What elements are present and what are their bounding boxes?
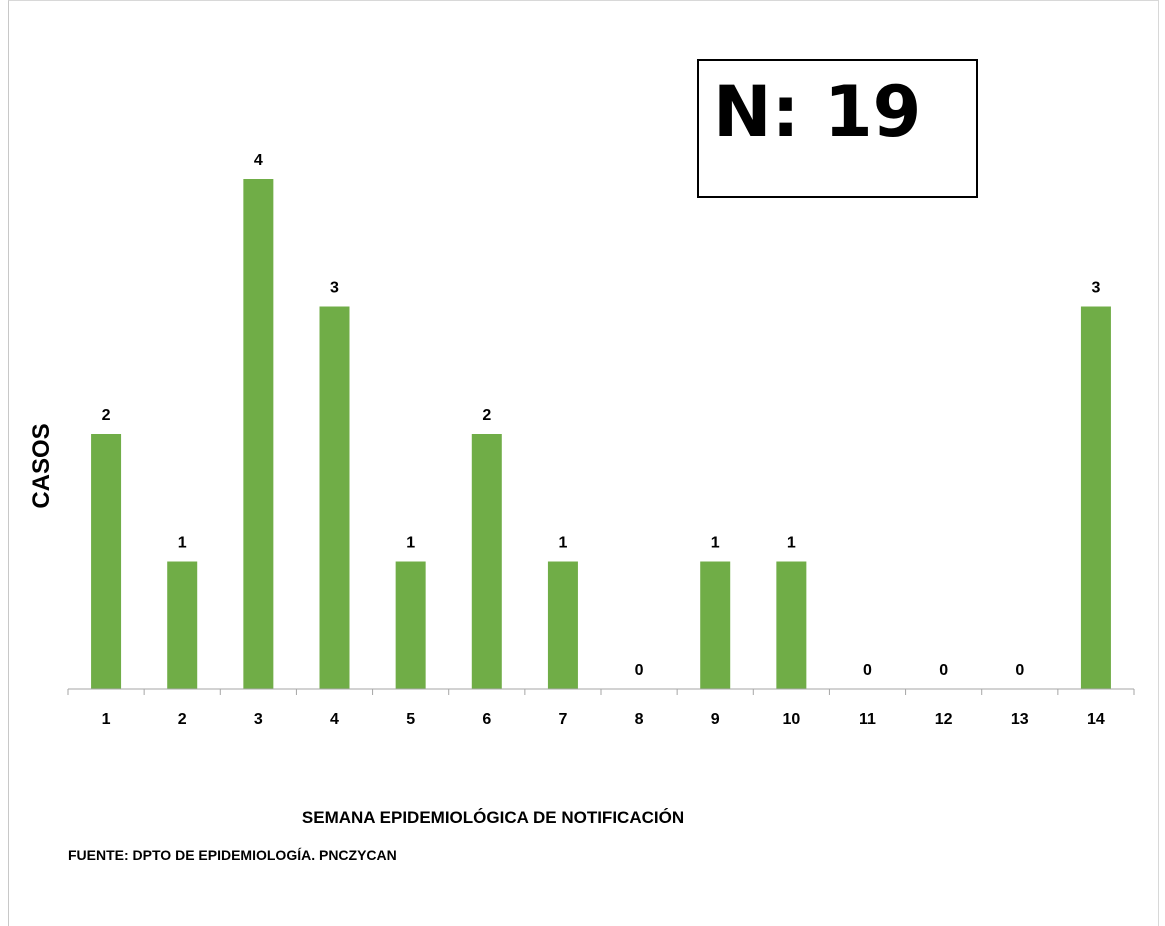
data-label-week-7: 1: [558, 535, 567, 552]
x-tick-label-8: 8: [635, 711, 644, 728]
bar-week-2: [167, 561, 198, 689]
bar-week-10: [776, 561, 807, 689]
x-tick-label-9: 9: [711, 711, 720, 728]
bar-week-3: [243, 179, 274, 689]
data-label-week-14: 3: [1091, 280, 1100, 297]
bar-week-5: [395, 561, 426, 689]
source-note: FUENTE: DPTO DE EPIDEMIOLOGÍA. PNCZYCAN: [68, 847, 397, 863]
data-label-week-1: 2: [102, 407, 111, 424]
total-cases-box: N: 19: [697, 59, 978, 198]
data-label-week-6: 2: [482, 407, 491, 424]
x-tick-label-12: 12: [935, 711, 953, 728]
x-tick-label-5: 5: [406, 711, 415, 728]
chart-frame: [8, 0, 1159, 926]
data-label-week-10: 1: [787, 535, 796, 552]
data-label-week-8: 0: [635, 662, 644, 679]
x-tick-label-13: 13: [1011, 711, 1029, 728]
x-tick-label-6: 6: [482, 711, 491, 728]
data-label-week-12: 0: [939, 662, 948, 679]
data-label-week-9: 1: [711, 535, 720, 552]
x-tick-label-7: 7: [558, 711, 567, 728]
bar-week-6: [471, 434, 502, 689]
x-tick-labels: 1 2 3 4 5 6 7 8 9 10 11 12 13 14: [102, 711, 1105, 728]
data-labels-group: 2 1 4 3 1 2 1 0 1 1 0 0 0 3: [102, 152, 1101, 679]
bar-week-4: [319, 306, 350, 689]
data-label-week-3: 4: [254, 152, 263, 169]
y-axis-title: CASOS: [28, 423, 55, 509]
bar-week-9: [700, 561, 731, 689]
x-tick-label-2: 2: [178, 711, 187, 728]
data-label-week-2: 1: [178, 535, 187, 552]
data-label-week-11: 0: [863, 662, 872, 679]
x-tick-label-3: 3: [254, 711, 263, 728]
data-label-week-4: 3: [330, 280, 339, 297]
data-label-week-13: 0: [1015, 662, 1024, 679]
x-tick-label-11: 11: [859, 711, 876, 728]
x-tick-label-14: 14: [1087, 711, 1105, 728]
x-tick-label-1: 1: [102, 711, 111, 728]
data-label-week-5: 1: [406, 535, 415, 552]
bar-week-14: [1080, 306, 1111, 689]
total-cases-text: N: 19: [713, 71, 922, 153]
x-axis-title: SEMANA EPIDEMIOLÓGICA DE NOTIFICACIÓN: [301, 808, 685, 827]
x-axis: [67, 688, 1135, 695]
bar-week-1: [91, 434, 122, 689]
x-tick-label-10: 10: [782, 711, 800, 728]
bar-week-7: [547, 561, 578, 689]
x-tick-label-4: 4: [330, 711, 339, 728]
bars-group: [91, 179, 1111, 689]
